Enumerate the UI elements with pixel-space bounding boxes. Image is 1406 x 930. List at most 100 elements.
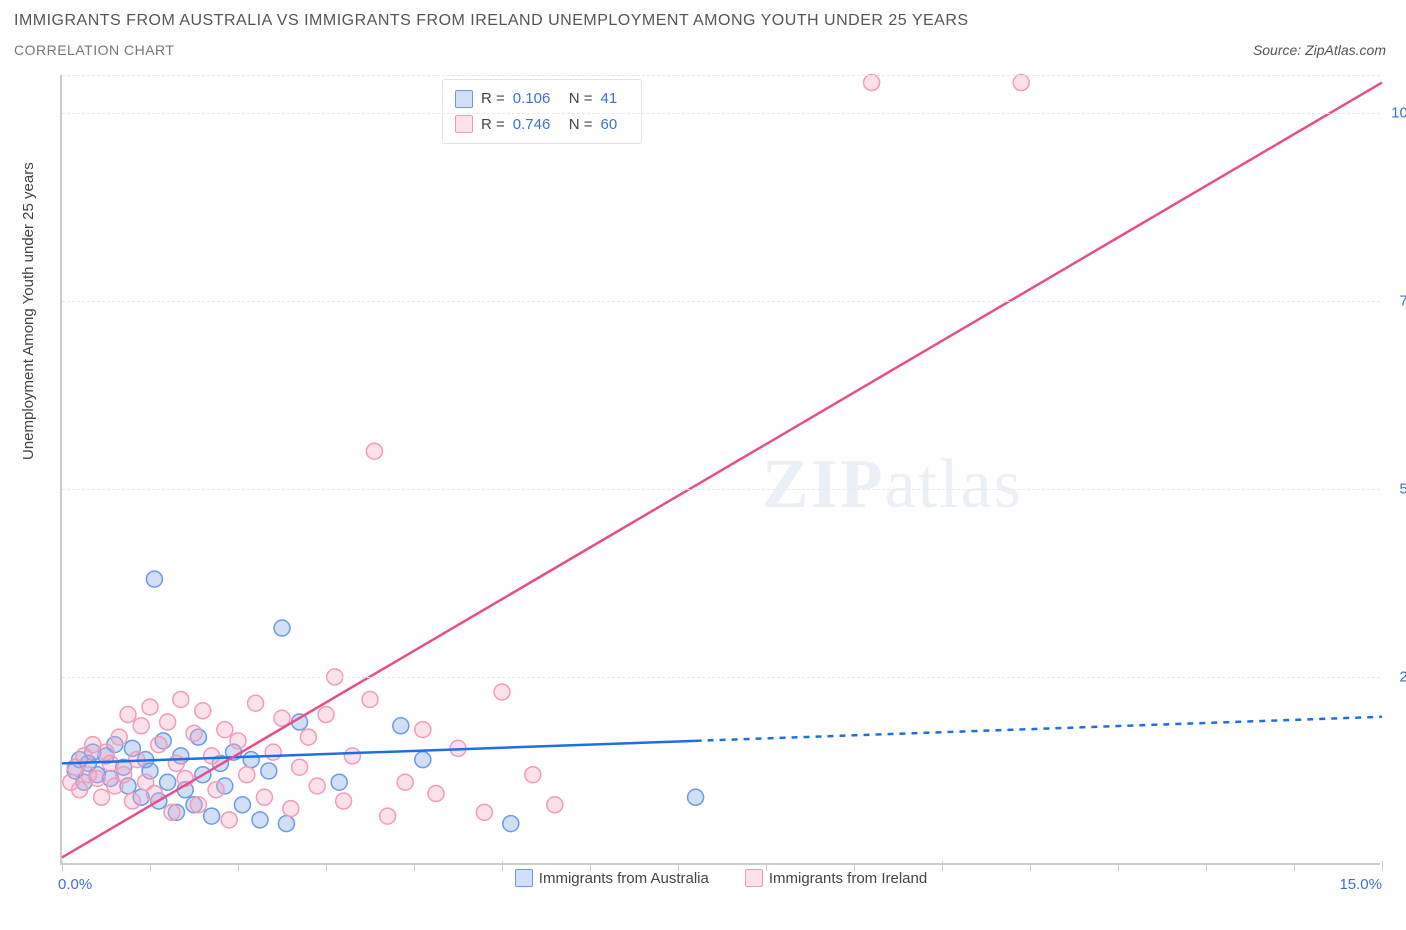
scatter-point	[208, 782, 224, 798]
y-axis-title: Unemployment Among Youth under 25 years	[20, 162, 37, 460]
bottom-legend: Immigrants from Australia Immigrants from…	[62, 869, 1380, 891]
scatter-point	[503, 816, 519, 832]
ytick-label: 50.0%	[1387, 480, 1406, 497]
trend-line-dashed	[696, 717, 1382, 741]
xtick	[62, 861, 63, 871]
scatter-point	[217, 722, 233, 738]
scatter-point	[278, 816, 294, 832]
scatter-point	[393, 718, 409, 734]
scatter-point	[243, 752, 259, 768]
scatter-point	[274, 620, 290, 636]
scatter-point	[309, 778, 325, 794]
scatter-point	[362, 691, 378, 707]
scatter-point	[248, 695, 264, 711]
scatter-point	[397, 774, 413, 790]
stat-n-value: 41	[601, 86, 629, 112]
scatter-point	[415, 752, 431, 768]
scatter-point	[366, 443, 382, 459]
gridline	[62, 677, 1380, 678]
scatter-point	[494, 684, 510, 700]
scatter-point	[256, 789, 272, 805]
scatter-point	[168, 755, 184, 771]
source-label: Source: ZipAtlas.com	[1253, 42, 1386, 58]
scatter-point	[1013, 75, 1029, 91]
legend-swatch	[455, 90, 473, 108]
scatter-point	[221, 812, 237, 828]
xtick-label: 0.0%	[58, 876, 92, 893]
xtick	[1030, 865, 1031, 871]
ytick-label: 75.0%	[1387, 292, 1406, 309]
stat-r-label: R =	[481, 86, 505, 112]
stat-n-label: N =	[569, 112, 593, 138]
scatter-point	[476, 804, 492, 820]
scatter-point	[160, 774, 176, 790]
xtick-label: 15.0%	[1339, 876, 1382, 893]
xtick	[150, 865, 151, 871]
scatter-point	[142, 699, 158, 715]
gridline	[62, 113, 1380, 114]
scatter-point	[428, 786, 444, 802]
scatter-point	[252, 812, 268, 828]
legend-label: Immigrants from Australia	[539, 870, 709, 887]
xtick	[1294, 865, 1295, 871]
scatter-point	[190, 797, 206, 813]
scatter-point	[116, 767, 132, 783]
stats-row: R = 0.746 N = 60	[455, 112, 629, 138]
scatter-point	[864, 75, 880, 91]
scatter-point	[230, 733, 246, 749]
scatter-point	[318, 707, 334, 723]
stat-r-value: 0.106	[513, 86, 561, 112]
scatter-point	[120, 707, 136, 723]
scatter-point	[195, 703, 211, 719]
scatter-point	[336, 793, 352, 809]
chart-subtitle: CORRELATION CHART	[14, 42, 174, 58]
scatter-point	[300, 729, 316, 745]
xtick	[1206, 865, 1207, 871]
scatter-point	[204, 748, 220, 764]
gridline	[62, 301, 1380, 302]
legend-swatch	[745, 869, 763, 887]
legend-label: Immigrants from Ireland	[769, 870, 927, 887]
scatter-point	[415, 722, 431, 738]
legend-item: Immigrants from Ireland	[745, 869, 927, 887]
stat-n-value: 60	[601, 112, 629, 138]
scatter-point	[547, 797, 563, 813]
xtick	[326, 865, 327, 871]
stat-r-label: R =	[481, 112, 505, 138]
scatter-point	[344, 748, 360, 764]
xtick	[854, 865, 855, 871]
xtick	[590, 865, 591, 871]
ytick-label: 25.0%	[1387, 668, 1406, 685]
xtick	[502, 861, 503, 871]
ytick-label: 100.0%	[1387, 104, 1406, 121]
scatter-point	[283, 801, 299, 817]
legend-swatch	[515, 869, 533, 887]
scatter-point	[89, 770, 105, 786]
trend-line	[62, 83, 1382, 858]
xtick	[414, 865, 415, 871]
scatter-point	[186, 725, 202, 741]
scatter-point	[331, 774, 347, 790]
gridline	[62, 489, 1380, 490]
xtick	[678, 865, 679, 871]
chart-svg	[62, 75, 1380, 863]
xtick	[1382, 861, 1383, 871]
scatter-point	[173, 691, 189, 707]
legend-swatch	[455, 115, 473, 133]
scatter-point	[380, 808, 396, 824]
scatter-point	[688, 789, 704, 805]
scatter-point	[160, 714, 176, 730]
scatter-point	[124, 793, 140, 809]
scatter-point	[292, 759, 308, 775]
scatter-point	[72, 782, 88, 798]
plot-area: ZIPatlas R =0.106N =41R =0.746N =60 Immi…	[60, 75, 1380, 865]
stats-legend-box: R = 0.106 N = 41R = 0.746 N = 60	[442, 79, 642, 144]
scatter-point	[265, 744, 281, 760]
scatter-point	[94, 789, 110, 805]
scatter-point	[164, 804, 180, 820]
scatter-point	[111, 729, 127, 745]
xtick	[238, 865, 239, 871]
scatter-point	[151, 737, 167, 753]
stat-r-value: 0.746	[513, 112, 561, 138]
xtick	[942, 861, 943, 871]
